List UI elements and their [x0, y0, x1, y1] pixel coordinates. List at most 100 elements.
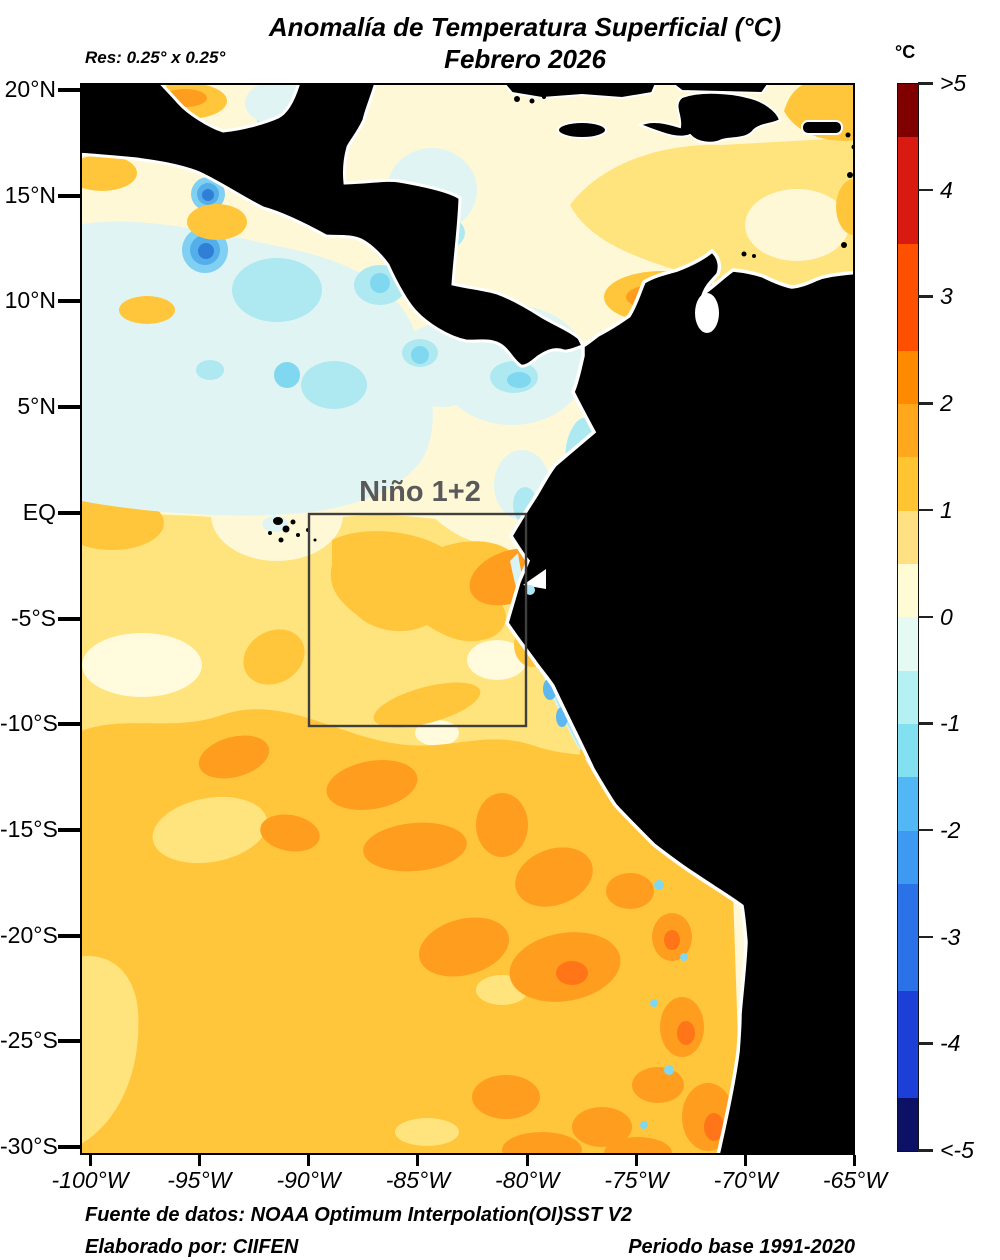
map-svg: Niño 1+2	[82, 85, 853, 1153]
lat-tick	[58, 1039, 80, 1044]
ocean-amber-box	[330, 531, 522, 642]
map-panel: Niño 1+2	[80, 83, 855, 1155]
lon-tick	[88, 1155, 92, 1166]
nino12-label: Niño 1+2	[359, 476, 481, 508]
resolution-label: Res: 0.25° x 0.25°	[85, 48, 226, 67]
land-central-america	[82, 85, 586, 368]
lat-tick-label: -20°S	[0, 921, 58, 948]
lon-tick	[197, 1155, 201, 1166]
cool-coast-flecks	[640, 880, 688, 1129]
colorbar-tick	[918, 402, 933, 405]
ocean-yellow-corner	[82, 955, 139, 1144]
colorbar-tick	[918, 1149, 933, 1152]
colorbar-tick-label: -1	[940, 710, 961, 737]
guayaquil-gulf	[523, 569, 546, 589]
colorbar-tick	[918, 615, 933, 618]
lon-tick-label: -90°W	[276, 1167, 341, 1193]
island-cuba-west	[504, 85, 657, 100]
colorbar-tick-label: -2	[940, 816, 961, 843]
page-title: Anomalía de Temperatura Superficial (°C)	[268, 12, 782, 42]
lon-tick-label: -100°W	[51, 1167, 129, 1193]
ocean-cream-spot	[82, 633, 202, 697]
page-subtitle: Febrero 2026	[444, 44, 606, 74]
lon-tick-label: -85°W	[385, 1167, 450, 1193]
colorbar-segment	[898, 84, 918, 138]
lat-tick-label: -5°S	[11, 604, 56, 631]
colorbar-segment	[898, 617, 918, 671]
lon-tick-label: -75°W	[604, 1167, 669, 1193]
lat-tick	[58, 299, 80, 304]
ocean-hot-cores	[556, 930, 724, 1141]
lon-tick	[634, 1155, 638, 1166]
colorbar-tick-label: 0	[940, 603, 953, 630]
islands-galapagos	[268, 517, 317, 543]
ocean-cream-spot	[467, 640, 527, 680]
colorbar-segment	[898, 510, 918, 565]
colorbar-tick-label: -4	[940, 1030, 961, 1057]
ocean-yellow-hole	[152, 796, 268, 864]
lat-tick	[58, 827, 80, 832]
colorbar-segment	[898, 350, 918, 405]
colorbar-tick	[918, 722, 933, 725]
colorbar-segment	[898, 1097, 918, 1151]
colorbar-segment	[898, 830, 918, 885]
colorbar-tick	[918, 1042, 933, 1045]
lon-tick-label: -70°W	[713, 1167, 778, 1193]
caribbean-cream	[745, 189, 849, 261]
lon-tick-label: -95°W	[167, 1167, 232, 1193]
colorbar-segment	[898, 457, 918, 511]
footer-baseline: Periodo base 1991-2020	[628, 1236, 855, 1258]
lon-tick	[416, 1155, 420, 1166]
colorbar-segment	[898, 724, 918, 778]
colorbar-tick	[918, 188, 933, 192]
colorbar-unit-label: °C	[895, 42, 916, 62]
nino12-box	[307, 512, 528, 728]
island-jamaica	[557, 121, 607, 139]
amber-patch	[119, 296, 175, 324]
island-puerto-rico	[801, 120, 843, 135]
blue-eddy-1	[191, 177, 225, 211]
colorbar-segment	[898, 777, 918, 831]
land-south-america	[505, 248, 853, 1153]
lon-tick	[744, 1155, 748, 1166]
colorbar-segment	[898, 670, 918, 725]
lake-maracaibo	[695, 293, 719, 333]
lon-tick	[853, 1155, 857, 1166]
ocean-yellow-hole	[395, 1118, 459, 1146]
lat-tick	[58, 88, 80, 92]
footer-source: Fuente de datos: NOAA Optimum Interpolat…	[85, 1204, 633, 1226]
lat-tick	[58, 405, 80, 410]
colorbar-segment	[898, 990, 918, 1098]
colorbar-segment	[898, 137, 918, 245]
lon-tick-label: -80°W	[495, 1167, 560, 1193]
lat-tick	[58, 722, 80, 727]
colorbar-tick-label: 4	[940, 176, 953, 203]
colorbar-tick-label: 2	[940, 390, 953, 417]
colorbar-segment	[898, 884, 918, 991]
lat-tick-label: -15°S	[0, 815, 58, 842]
colorbar-segment	[898, 244, 918, 351]
cool-field-nw	[82, 221, 433, 516]
lat-tick-label: -30°S	[0, 1133, 58, 1159]
colorbar-tick	[918, 508, 933, 512]
colorbar-tick-label: >5	[940, 70, 967, 96]
ocean-amber-blob	[243, 629, 305, 685]
colorbar-segment	[898, 564, 918, 618]
lat-tick	[58, 510, 80, 515]
colorbar-tick	[918, 935, 933, 939]
lat-tick-label: 20°N	[4, 76, 56, 102]
colorbar-tick	[918, 82, 933, 85]
lat-tick-label: -25°S	[0, 1027, 58, 1054]
lat-tick-label: 5°N	[17, 393, 56, 420]
colorbar-tick	[918, 828, 933, 832]
ocean-orange-field	[198, 735, 734, 1153]
lat-tick	[58, 933, 80, 938]
island-hispaniola	[637, 91, 782, 144]
colorbar-tick	[918, 295, 933, 298]
left-edge-amber	[82, 155, 137, 191]
islands-caribbean	[504, 85, 843, 144]
lat-tick	[58, 193, 80, 198]
colorbar	[897, 83, 919, 1152]
footer-author: Elaborado por: CIIFEN	[85, 1236, 299, 1258]
amber-patch	[187, 204, 247, 240]
